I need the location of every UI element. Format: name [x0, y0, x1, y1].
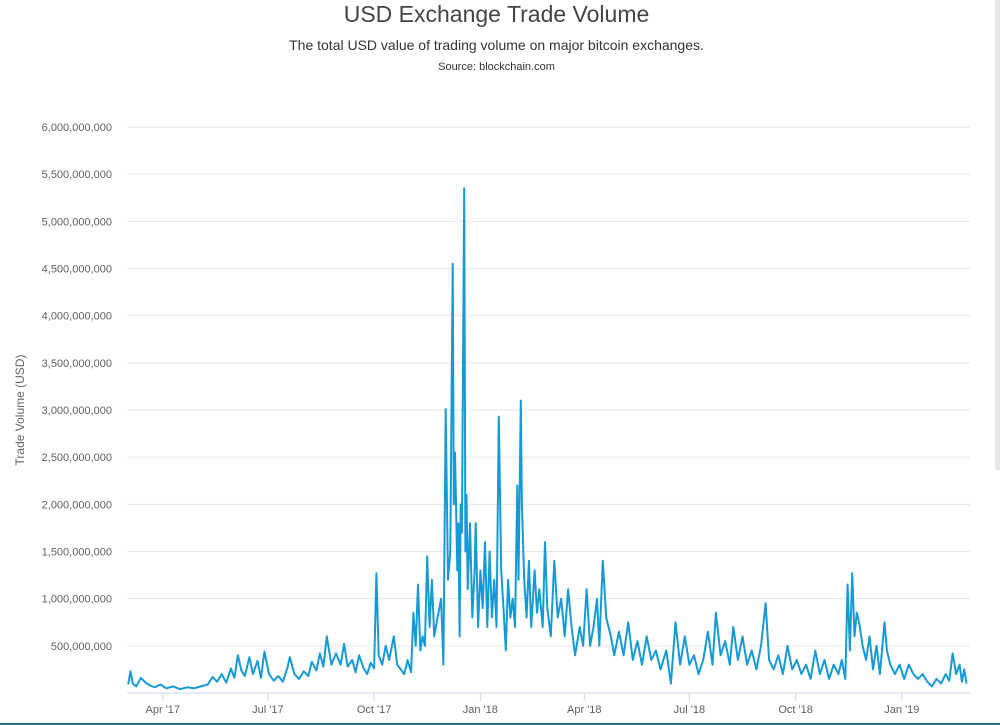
y-tick-label: 500,000,000: [51, 641, 112, 653]
y-tick-label: 4,000,000,000: [42, 311, 112, 323]
x-tick-label: Oct '17: [357, 704, 392, 716]
y-tick-label: 1,000,000,000: [42, 594, 112, 606]
y-tick-label: 5,500,000,000: [42, 169, 112, 181]
x-tick-label: Jul '17: [252, 704, 283, 716]
y-tick-label: 2,500,000,000: [42, 452, 112, 464]
x-axis: Apr '17 Jul '17 Oct '17 Jan '18 Apr '18 Jul '…: [127, 692, 970, 716]
x-tick-label: Apr '18: [567, 704, 602, 716]
x-tick-label: Jan '19: [884, 704, 919, 716]
grid-lines: [127, 126, 970, 647]
y-tick-label: 3,500,000,000: [42, 358, 112, 370]
x-tick-label: Jul '18: [674, 704, 705, 716]
x-tick-label: Apr '17: [146, 704, 181, 716]
y-axis: 500,000,000 1,000,000,000 1,500,000,000 2,0…: [42, 122, 112, 653]
x-tick-label: Jan '18: [463, 704, 498, 716]
x-tick-label: Oct '18: [778, 704, 813, 716]
series-line[interactable]: [127, 187, 968, 691]
y-tick-label: 4,500,000,000: [42, 264, 112, 276]
window-bottom-border: [0, 723, 1000, 725]
y-tick-label: 3,000,000,000: [42, 405, 112, 417]
chart-subtitle: The total USD value of trading volume on…: [289, 37, 704, 53]
y-axis-label: Trade Volume (USD): [13, 355, 27, 466]
scrollbar[interactable]: [995, 0, 1000, 470]
y-tick-label: 1,500,000,000: [42, 547, 112, 559]
series-layer: [127, 187, 968, 691]
y-tick-label: 6,000,000,000: [42, 122, 112, 134]
y-tick-label: 5,000,000,000: [42, 216, 112, 228]
chart-title: USD Exchange Trade Volume: [343, 1, 650, 27]
y-tick-label: 2,000,000,000: [42, 499, 112, 511]
chart-source: Source: blockchain.com: [438, 61, 555, 73]
